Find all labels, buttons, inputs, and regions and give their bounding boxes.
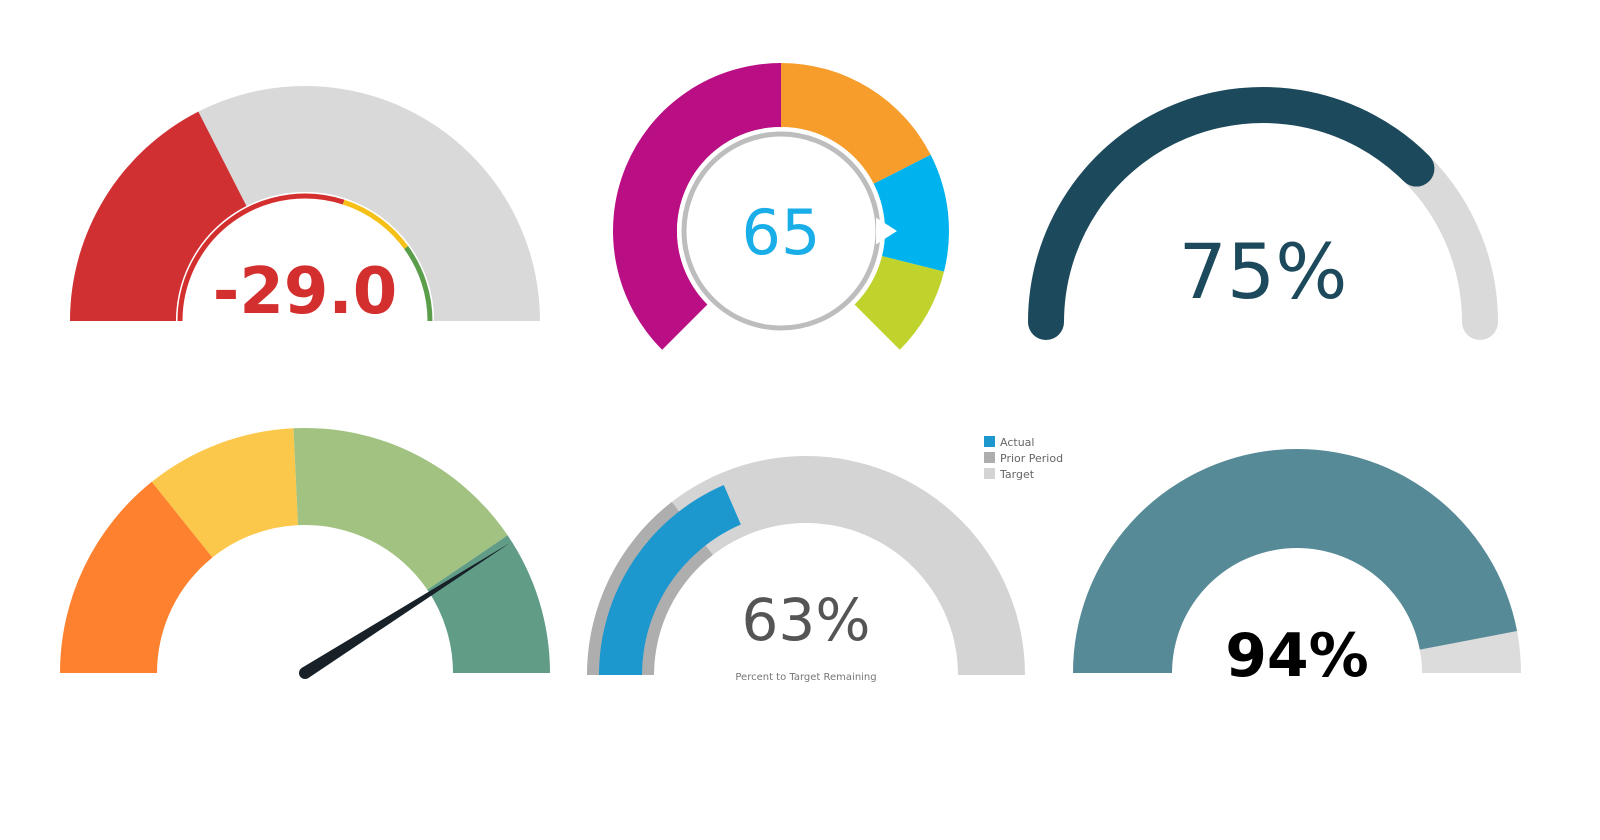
pointer-notch [876,217,897,245]
legend-swatch-prior-period [984,452,995,463]
needle-hub [299,667,311,679]
gauge-fill [70,111,247,321]
legend-swatch-actual [984,436,995,447]
gauge-rounded-progress: 75% [1028,87,1498,340]
segment [873,154,949,272]
segment-group [613,63,949,350]
legend-label-actual: Actual [1000,436,1034,449]
band [60,481,213,673]
segment [613,63,781,350]
band [427,535,550,673]
legend: Actual Prior Period Target [984,436,1063,481]
gauge-red-value: -29.0 [70,86,540,329]
band [151,428,299,558]
inner-color-scale [177,193,433,322]
gauge-segmented-value: 65 [613,63,949,350]
value-label: -29.0 [213,255,397,329]
caption: Percent to Target Remaining [735,672,876,683]
needle [301,542,511,679]
segment [781,63,931,184]
legend-label-target: Target [999,468,1035,481]
legend-label-prior-period: Prior Period [1000,452,1063,465]
scale-segment [404,246,433,322]
band-group [60,428,550,673]
actual-arc [599,485,741,675]
scale-segment [342,199,409,250]
legend-swatch-target [984,468,995,479]
scale-segment [177,193,345,322]
gauge-teal-percent: 94% [1073,448,1521,691]
gauge-target: 63% Percent to Target Remaining Actual P… [587,436,1063,683]
value-label: 63% [742,586,871,654]
segment [854,256,945,350]
band [293,428,508,590]
value-label: 94% [1225,621,1369,691]
value-label: 75% [1179,227,1348,316]
gauge-fill [1028,87,1435,340]
value-label: 65 [742,196,821,269]
gauge-needle [60,428,550,679]
gauge-fill [1073,448,1518,673]
